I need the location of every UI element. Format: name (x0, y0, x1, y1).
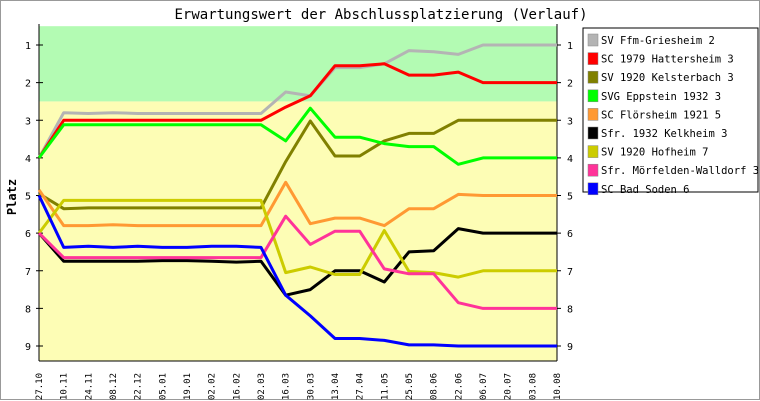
series-line-6 (37, 198, 557, 279)
y-tick-label-left: 7 (25, 267, 31, 278)
legend-swatch (587, 145, 599, 158)
legend-label: SVG Eppstein 1932 3 (601, 91, 721, 103)
x-tick-label: 05.01 (158, 373, 168, 400)
y-tick-label-left: 9 (25, 342, 31, 353)
x-tick-label: 30.03 (306, 373, 316, 400)
chart-title: Erwartungswert der Abschlussplatzierung … (174, 7, 587, 23)
x-tick-label: 10.08 (553, 373, 563, 400)
x-tick-label: 20.07 (504, 373, 514, 400)
zone-band (39, 26, 557, 102)
series-line-5 (37, 227, 557, 297)
y-tick-label-right: 2 (567, 79, 573, 90)
legend-box (582, 27, 759, 193)
x-tick-label: 24.11 (84, 373, 94, 400)
x-tick-label: 22.12 (134, 373, 144, 400)
x-tick-label: 22.06 (454, 373, 464, 400)
legend-label: SV Ffm-Griesheim 2 (601, 35, 715, 47)
y-tick-label-right: 5 (567, 192, 573, 203)
x-tick-label: 03.08 (528, 373, 538, 400)
y-tick-label-right: 4 (567, 154, 573, 165)
x-tick-label: 16.03 (282, 373, 292, 400)
x-tick-label: 25.05 (405, 373, 415, 400)
x-tick-label: 11.05 (380, 373, 390, 400)
legend-label: Sfr. Mörfelden-Walldorf 3 (601, 165, 759, 177)
y-tick-label-right: 8 (567, 304, 573, 315)
y-tick-label-left: 8 (25, 304, 31, 315)
y-tick-label-left: 2 (25, 79, 31, 90)
series-line-7 (37, 214, 557, 310)
series-line-4 (37, 180, 557, 228)
x-tick-label: 08.12 (109, 373, 119, 400)
legend-swatch (587, 126, 599, 140)
legend-swatch (587, 89, 599, 103)
x-tick-label: 27.04 (356, 373, 366, 400)
y-axis-label: Platz (5, 179, 19, 215)
legend-label: SC 1979 Hattersheim 3 (601, 54, 734, 66)
legend-swatch (587, 182, 599, 196)
x-tick-label: 02.03 (257, 373, 267, 400)
x-tick-label: 08.06 (430, 373, 440, 400)
y-tick-label-left: 6 (25, 229, 31, 240)
x-tick-label: 06.07 (479, 373, 489, 400)
series-line-1 (37, 62, 557, 159)
legend-label: SV 1920 Hofheim 7 (601, 147, 708, 159)
y-tick-label-right: 3 (567, 116, 573, 127)
legend-swatch (587, 108, 599, 121)
x-tick-label: 19.01 (183, 373, 193, 400)
legend: SV Ffm-Griesheim 2 SC 1979 Hattersheim 3 S… (582, 27, 759, 196)
y-tick-label-left: 3 (25, 116, 31, 127)
x-tick-label: 10.11 (60, 373, 70, 400)
series-line-0 (37, 43, 557, 159)
x-tick-label: 02.02 (208, 373, 218, 400)
y-tick-label-right: 7 (567, 267, 573, 278)
legend-swatch (587, 33, 599, 47)
series-line-2 (38, 118, 557, 211)
legend-swatch (587, 163, 599, 177)
y-tick-label-left: 4 (25, 154, 31, 165)
legend-label: SV 1920 Kelsterbach 3 (601, 72, 734, 84)
legend-label: Sfr. 1932 Kelkheim 3 (601, 128, 727, 140)
x-tick-label: 27.10 (35, 373, 45, 400)
legend-label: SC Bad Soden 6 (601, 184, 690, 196)
legend-label: SC Flörsheim 1921 5 (601, 109, 721, 121)
series-line-3 (37, 106, 557, 166)
y-tick-label-left: 5 (25, 192, 31, 203)
series-line-8 (37, 194, 557, 348)
legend-swatch (587, 52, 599, 65)
y-tick-label-right: 1 (567, 41, 573, 52)
y-tick-label-right: 9 (567, 342, 573, 353)
x-tick-label: 16.02 (232, 373, 242, 400)
x-tick-label: 13.04 (331, 373, 341, 400)
y-tick-label-right: 6 (567, 229, 573, 240)
y-tick-label-left: 1 (25, 41, 31, 52)
legend-swatch (587, 70, 599, 84)
plot-area: 1 1 2 2 3 3 4 4 5 5 6 6 7 7 8 8 9 9 27.10 10.11 24.11 08.12 22… (25, 24, 573, 400)
